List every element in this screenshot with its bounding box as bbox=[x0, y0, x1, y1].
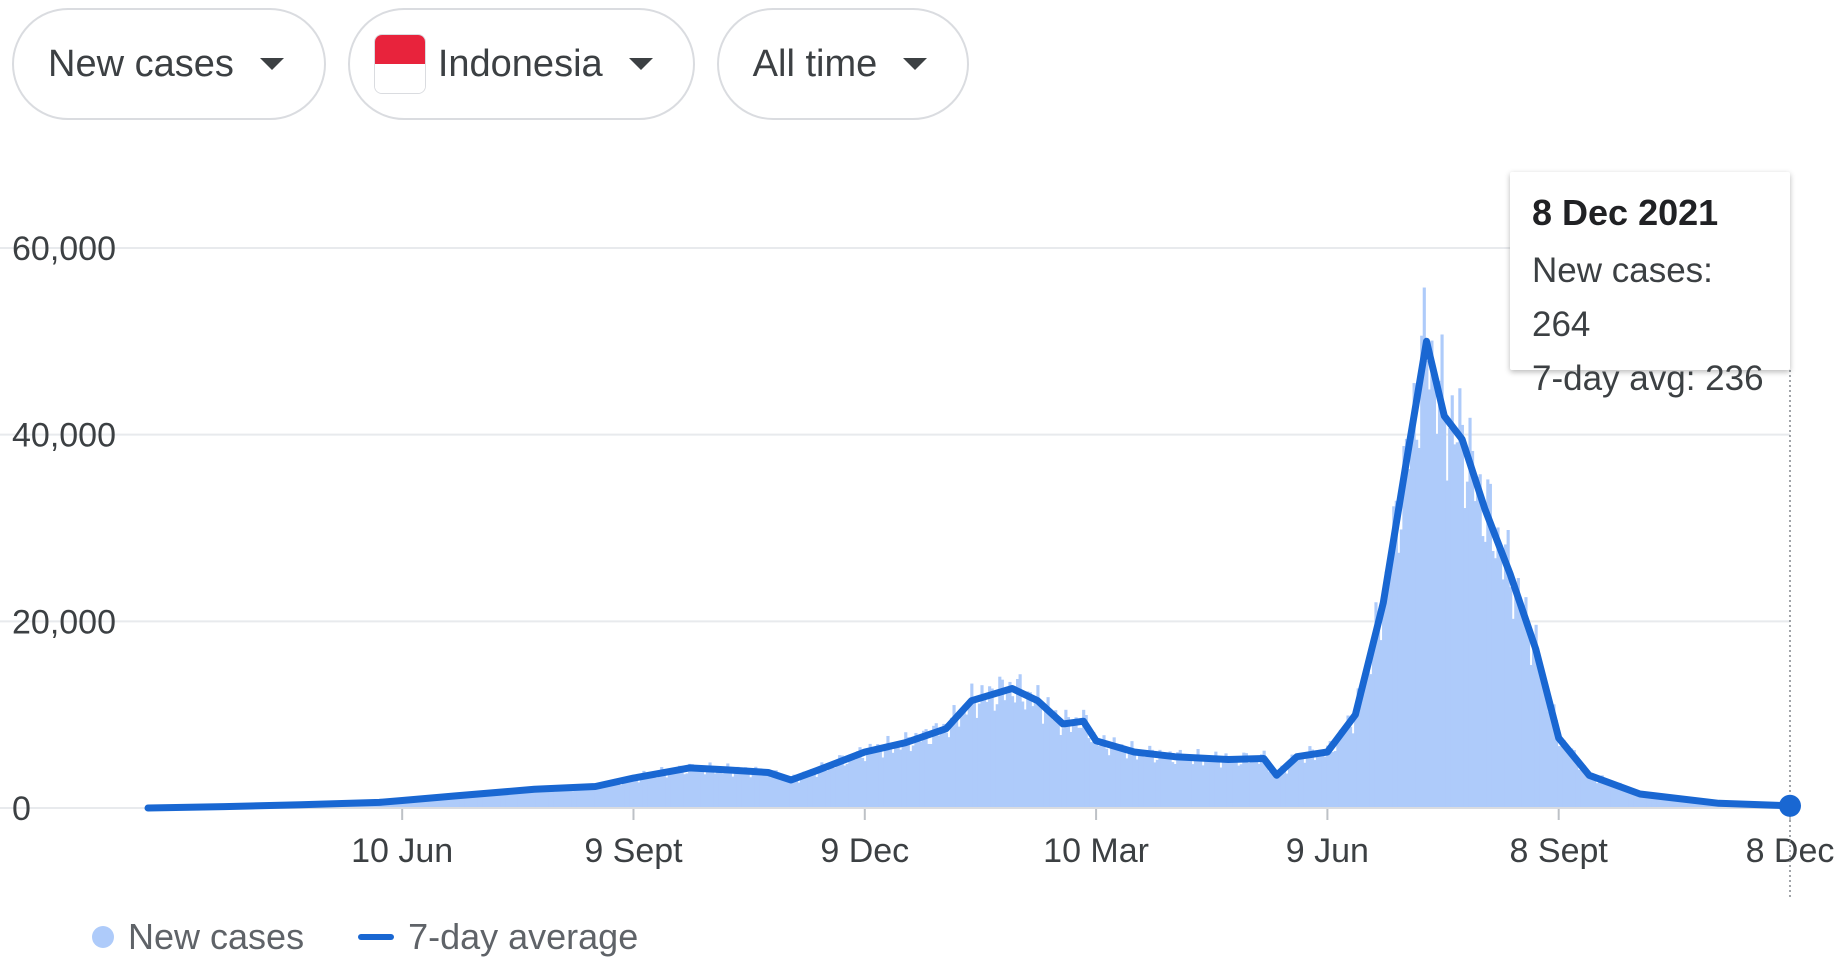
legend-bars-swatch bbox=[92, 926, 114, 948]
y-tick-label: 0 bbox=[12, 790, 31, 828]
tooltip-date: 8 Dec 2021 bbox=[1532, 192, 1768, 234]
x-tick-label: 9 Sept bbox=[584, 832, 683, 870]
legend-line-label: 7-day average bbox=[408, 916, 638, 958]
y-tick-label: 60,000 bbox=[12, 230, 116, 268]
chart-tooltip: 8 Dec 2021 New cases: 264 7-day avg: 236 bbox=[1510, 172, 1790, 370]
x-tick-label: 8 Sept bbox=[1510, 832, 1609, 870]
legend-bars-label: New cases bbox=[128, 916, 304, 958]
y-tick-label: 20,000 bbox=[12, 603, 116, 641]
x-tick-label: 9 Jun bbox=[1286, 832, 1369, 870]
tooltip-average: 7-day avg: 236 bbox=[1532, 352, 1768, 406]
highlight-point bbox=[1779, 795, 1801, 817]
legend-line-swatch bbox=[358, 934, 394, 940]
y-tick-label: 40,000 bbox=[12, 417, 116, 455]
chart-legend: New cases 7-day average bbox=[92, 916, 638, 958]
x-tick-label: 9 Dec bbox=[820, 832, 909, 870]
x-tick-label: 10 Mar bbox=[1043, 832, 1149, 870]
x-tick-label: 10 Jun bbox=[351, 832, 453, 870]
tooltip-new-cases: New cases: 264 bbox=[1532, 244, 1768, 352]
